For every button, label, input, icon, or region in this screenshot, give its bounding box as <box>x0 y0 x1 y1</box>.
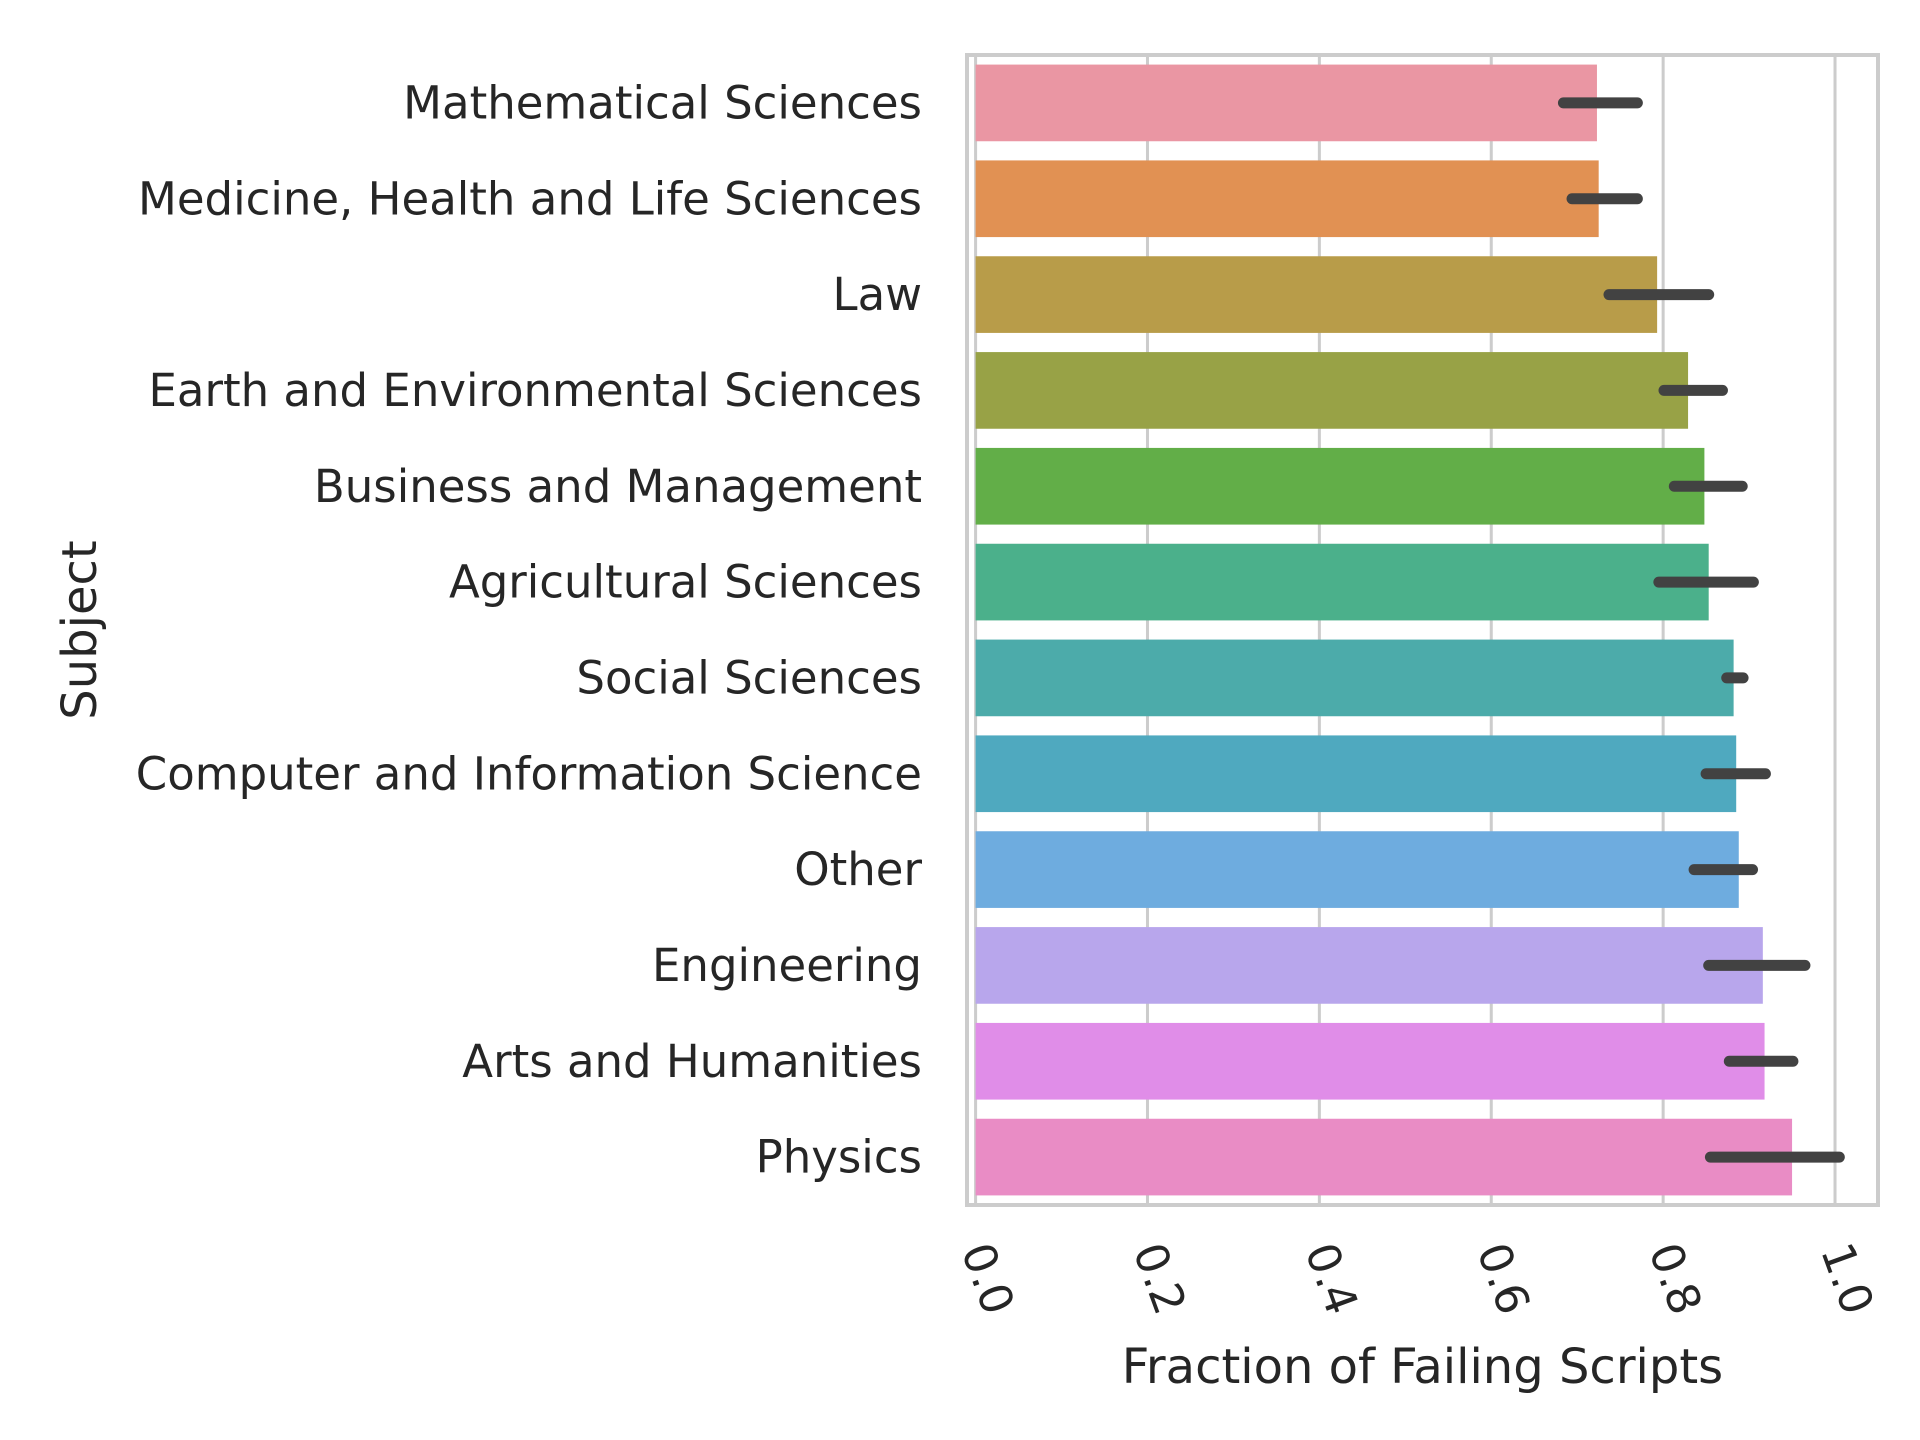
category-label-6: Social Sciences <box>576 651 922 704</box>
x-tick-label-4: 0.8 <box>1638 1236 1712 1321</box>
category-label-8: Other <box>794 843 922 896</box>
category-label-1: Medicine, Health and Life Sciences <box>138 172 922 225</box>
category-label-3: Earth and Environmental Sciences <box>148 364 922 417</box>
gridlines <box>974 55 1837 1205</box>
x-tick-label-1: 0.2 <box>1123 1236 1197 1321</box>
category-label-2: Law <box>833 268 922 321</box>
bar-8 <box>975 831 1739 908</box>
category-label-4: Business and Management <box>314 460 922 513</box>
bar-2 <box>975 256 1658 333</box>
x-tick-label-0: 0.0 <box>951 1236 1025 1321</box>
bar-11 <box>975 1118 1793 1196</box>
category-label-0: Mathematical Sciences <box>403 76 922 129</box>
bar-6 <box>975 639 1734 717</box>
bar-4 <box>975 447 1705 525</box>
category-label-9: Engineering <box>652 939 922 992</box>
bar-0 <box>975 64 1597 142</box>
y-axis-label: Subject <box>52 540 108 719</box>
category-labels: Mathematical Sciences Medicine, Health an… <box>136 76 923 1183</box>
bar-3 <box>975 352 1689 429</box>
bar-5 <box>975 543 1709 621</box>
bar-9 <box>975 927 1763 1004</box>
bar-7 <box>975 735 1737 813</box>
x-tick-label-3: 0.6 <box>1466 1236 1540 1321</box>
x-axis-label: Fraction of Failing Scripts <box>1122 1339 1723 1395</box>
bar-10 <box>975 1022 1765 1100</box>
category-label-11: Physics <box>756 1131 922 1184</box>
category-label-7: Computer and Information Science <box>136 747 922 800</box>
x-tick-labels: 0.0 0.2 0.4 0.6 0.8 1.0 <box>951 1236 1885 1321</box>
x-tick-label-2: 0.4 <box>1294 1236 1368 1321</box>
error-bars <box>1557 97 1845 1163</box>
x-tick-label-5: 1.0 <box>1810 1236 1884 1321</box>
bars <box>975 64 1793 1196</box>
category-label-5: Agricultural Sciences <box>449 556 922 609</box>
category-label-10: Arts and Humanities <box>462 1035 922 1088</box>
bar-1 <box>975 160 1599 238</box>
plot-frame <box>965 53 1880 1207</box>
